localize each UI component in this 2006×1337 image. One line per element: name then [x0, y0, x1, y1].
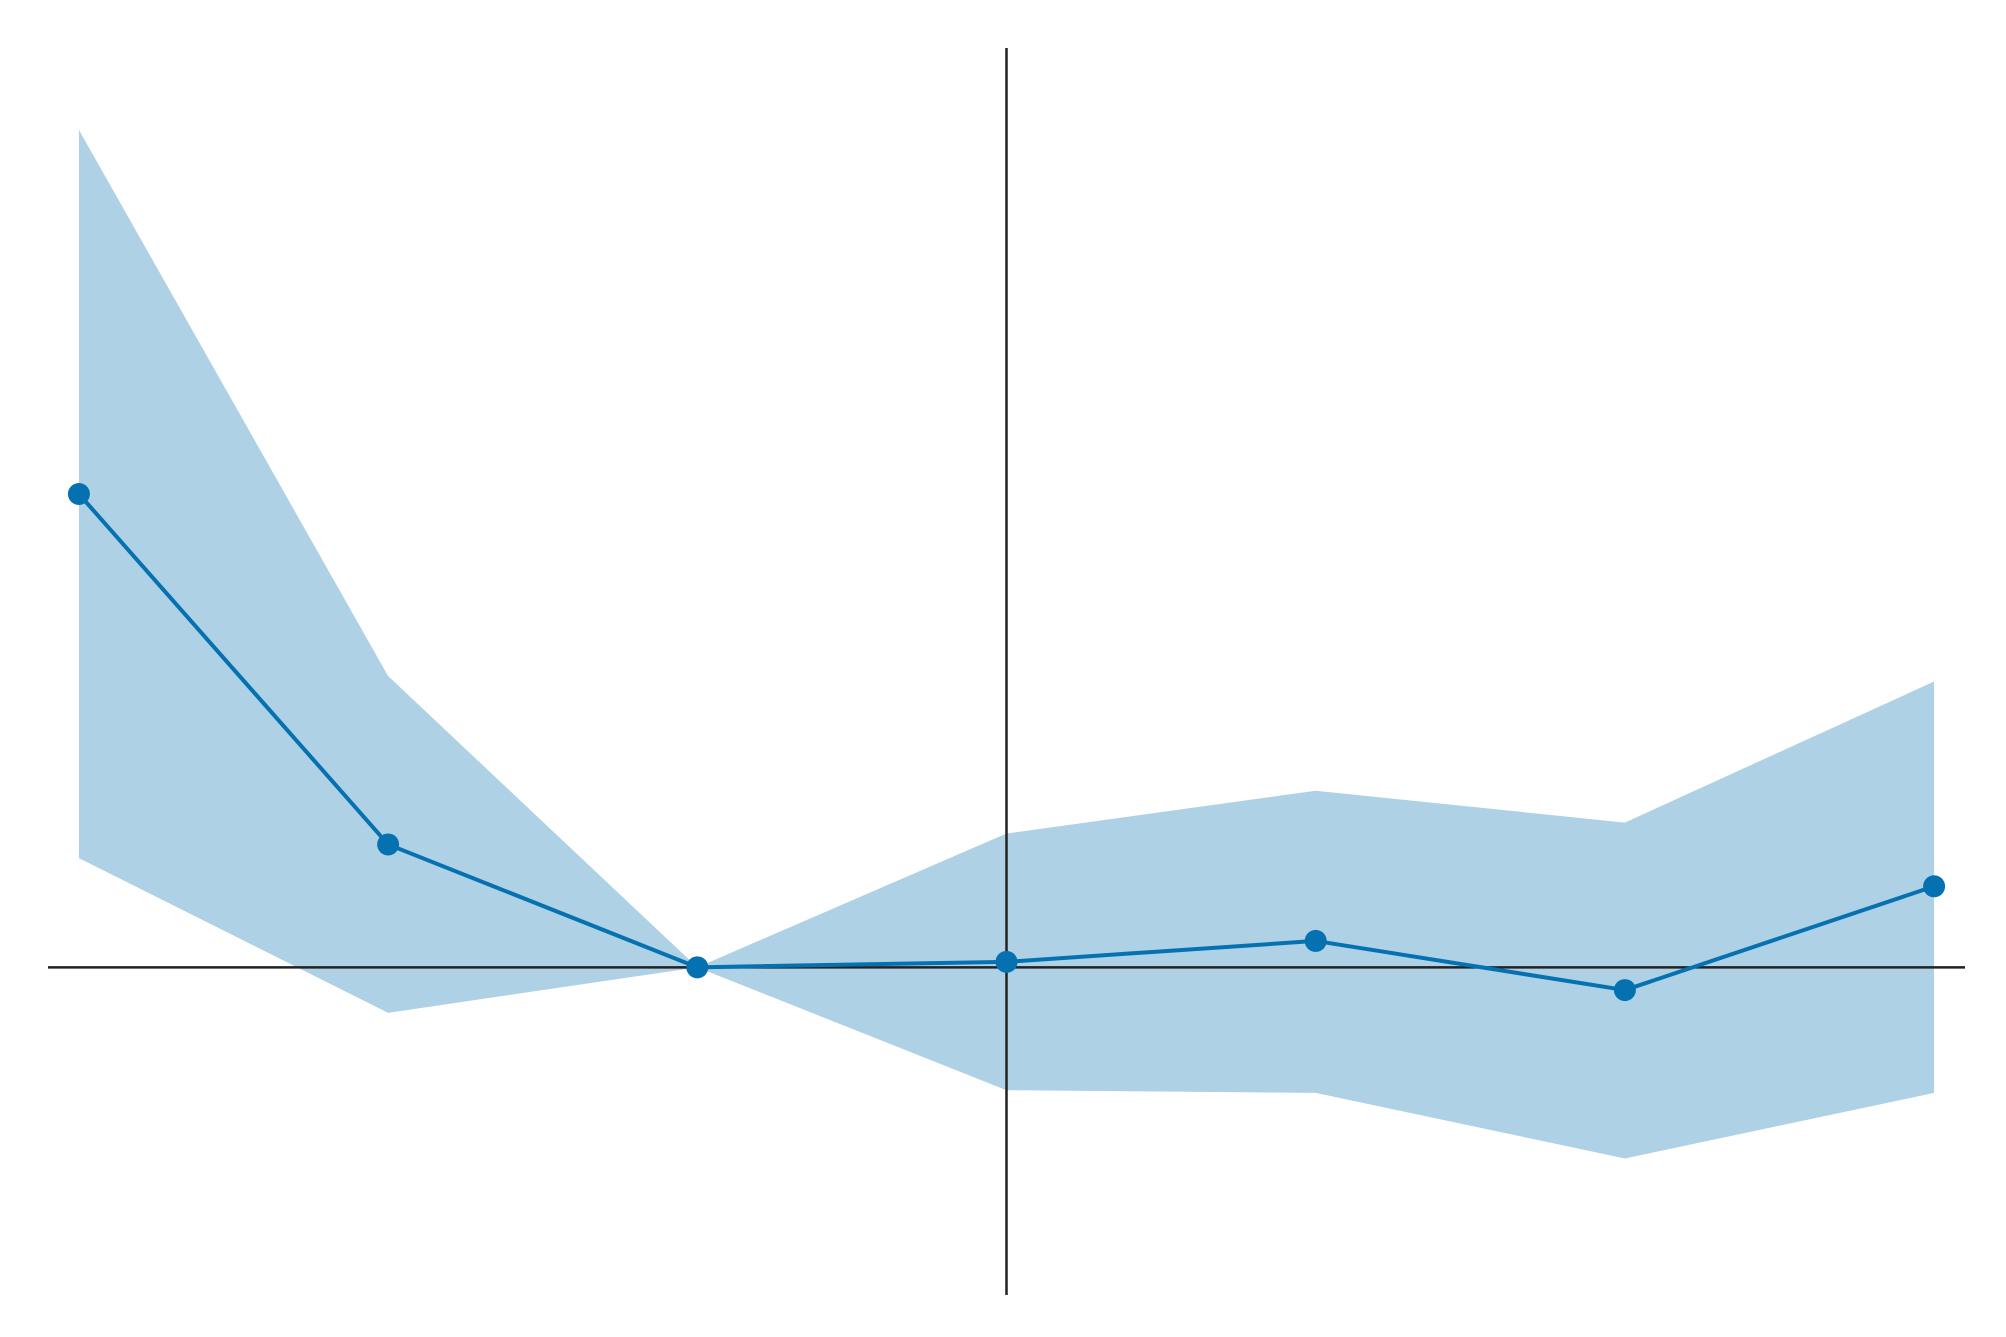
data-point: [995, 950, 1018, 973]
data-point: [1923, 875, 1946, 898]
confidence-band-layer: [78, 129, 1935, 1159]
data-point: [1613, 979, 1636, 1002]
data-point: [686, 956, 709, 979]
data-points-layer: [67, 483, 1946, 1002]
confidence-band: [78, 129, 1935, 1159]
data-point: [377, 833, 400, 856]
data-point: [67, 483, 90, 506]
data-point: [1304, 929, 1327, 952]
